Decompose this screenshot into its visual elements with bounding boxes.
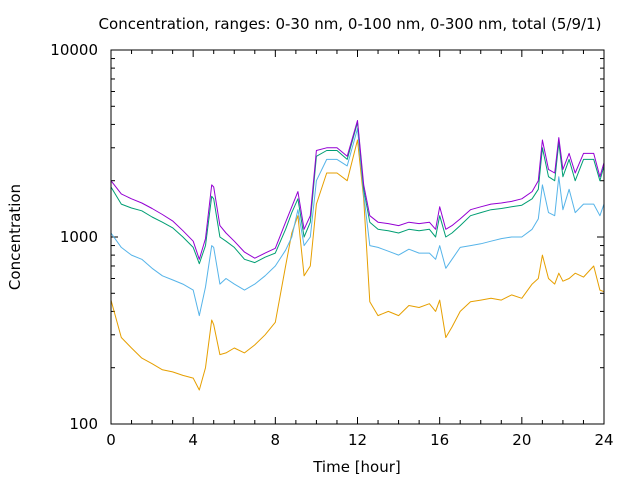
series-line-1 bbox=[110, 139, 605, 391]
axis-ticks: 0 4 8 12 16 20 24 100 1000 10000 bbox=[50, 41, 613, 449]
y-tick-label: 10000 bbox=[50, 41, 98, 59]
y-axis-label: Concentration bbox=[6, 184, 24, 290]
series-line-4 bbox=[110, 120, 605, 260]
x-axis-label: Time [hour] bbox=[312, 458, 401, 476]
y-tick-label: 1000 bbox=[60, 228, 98, 246]
x-tick-label: 0 bbox=[106, 431, 116, 449]
series-line-3 bbox=[110, 121, 605, 265]
x-tick-label: 16 bbox=[430, 431, 449, 449]
x-tick-label: 8 bbox=[271, 431, 281, 449]
x-tick-label: 20 bbox=[512, 431, 531, 449]
y-tick-label: 100 bbox=[69, 415, 98, 433]
series-line-2 bbox=[110, 128, 605, 317]
x-tick-label: 12 bbox=[348, 431, 367, 449]
plot-frame bbox=[110, 49, 605, 425]
x-tick-label: 4 bbox=[188, 431, 198, 449]
x-tick-label: 24 bbox=[594, 431, 613, 449]
chart-title: Concentration, ranges: 0-30 nm, 0-100 nm… bbox=[99, 15, 602, 33]
series-group bbox=[110, 120, 605, 391]
